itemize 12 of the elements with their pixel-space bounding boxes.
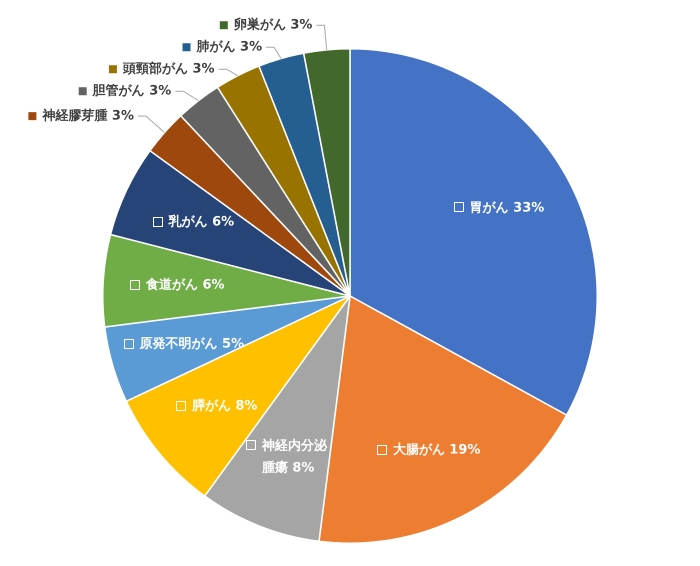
slice-label: 食道がん 6%	[144, 278, 225, 293]
legend-label: 肺がん 3%	[196, 40, 262, 55]
slice-label: 膵がん 8%	[190, 398, 258, 414]
slice-label: 胃がん 33%	[470, 200, 544, 216]
legend-label: 神経膠芽腫 3%	[41, 108, 134, 124]
slice-label: 神経内分泌腫瘍 8%	[260, 437, 328, 476]
slice-label: 原発不明がん 5%	[138, 336, 244, 352]
legend-label: 頭頸部がん 3%	[122, 60, 215, 77]
slice-label: 大腸がん 19%	[392, 442, 480, 458]
legend-label: 卵巣がん 3%	[232, 16, 312, 33]
legend-label: 胆管がん 3%	[92, 84, 172, 99]
slice-label: 乳がん 6%	[168, 214, 234, 230]
